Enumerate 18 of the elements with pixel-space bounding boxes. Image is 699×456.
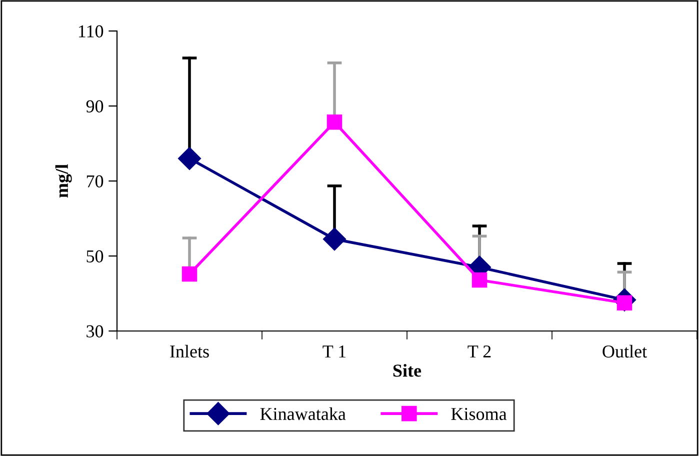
y-tick-label: 110 <box>78 25 104 38</box>
legend-label: Kisoma <box>451 408 507 420</box>
y-tick-label: 70 <box>86 175 104 188</box>
point <box>472 272 488 288</box>
point <box>326 114 342 130</box>
point <box>323 228 346 251</box>
x-tick-label: Outlet <box>602 344 647 358</box>
x-tick-label: Inlets <box>170 344 209 358</box>
x-tick-label: T 1 <box>322 346 346 358</box>
point <box>178 147 201 170</box>
legend-label: Kinawataka <box>260 407 346 420</box>
x-axis-title: Site <box>393 364 422 377</box>
y-axis-title: mg/l <box>55 164 72 198</box>
y-tick-label: 50 <box>86 250 104 262</box>
point <box>182 266 198 282</box>
y-tick-label: 90 <box>86 100 104 112</box>
y-tick-label: 30 <box>86 325 104 338</box>
x-tick-label: T 2 <box>468 345 491 358</box>
